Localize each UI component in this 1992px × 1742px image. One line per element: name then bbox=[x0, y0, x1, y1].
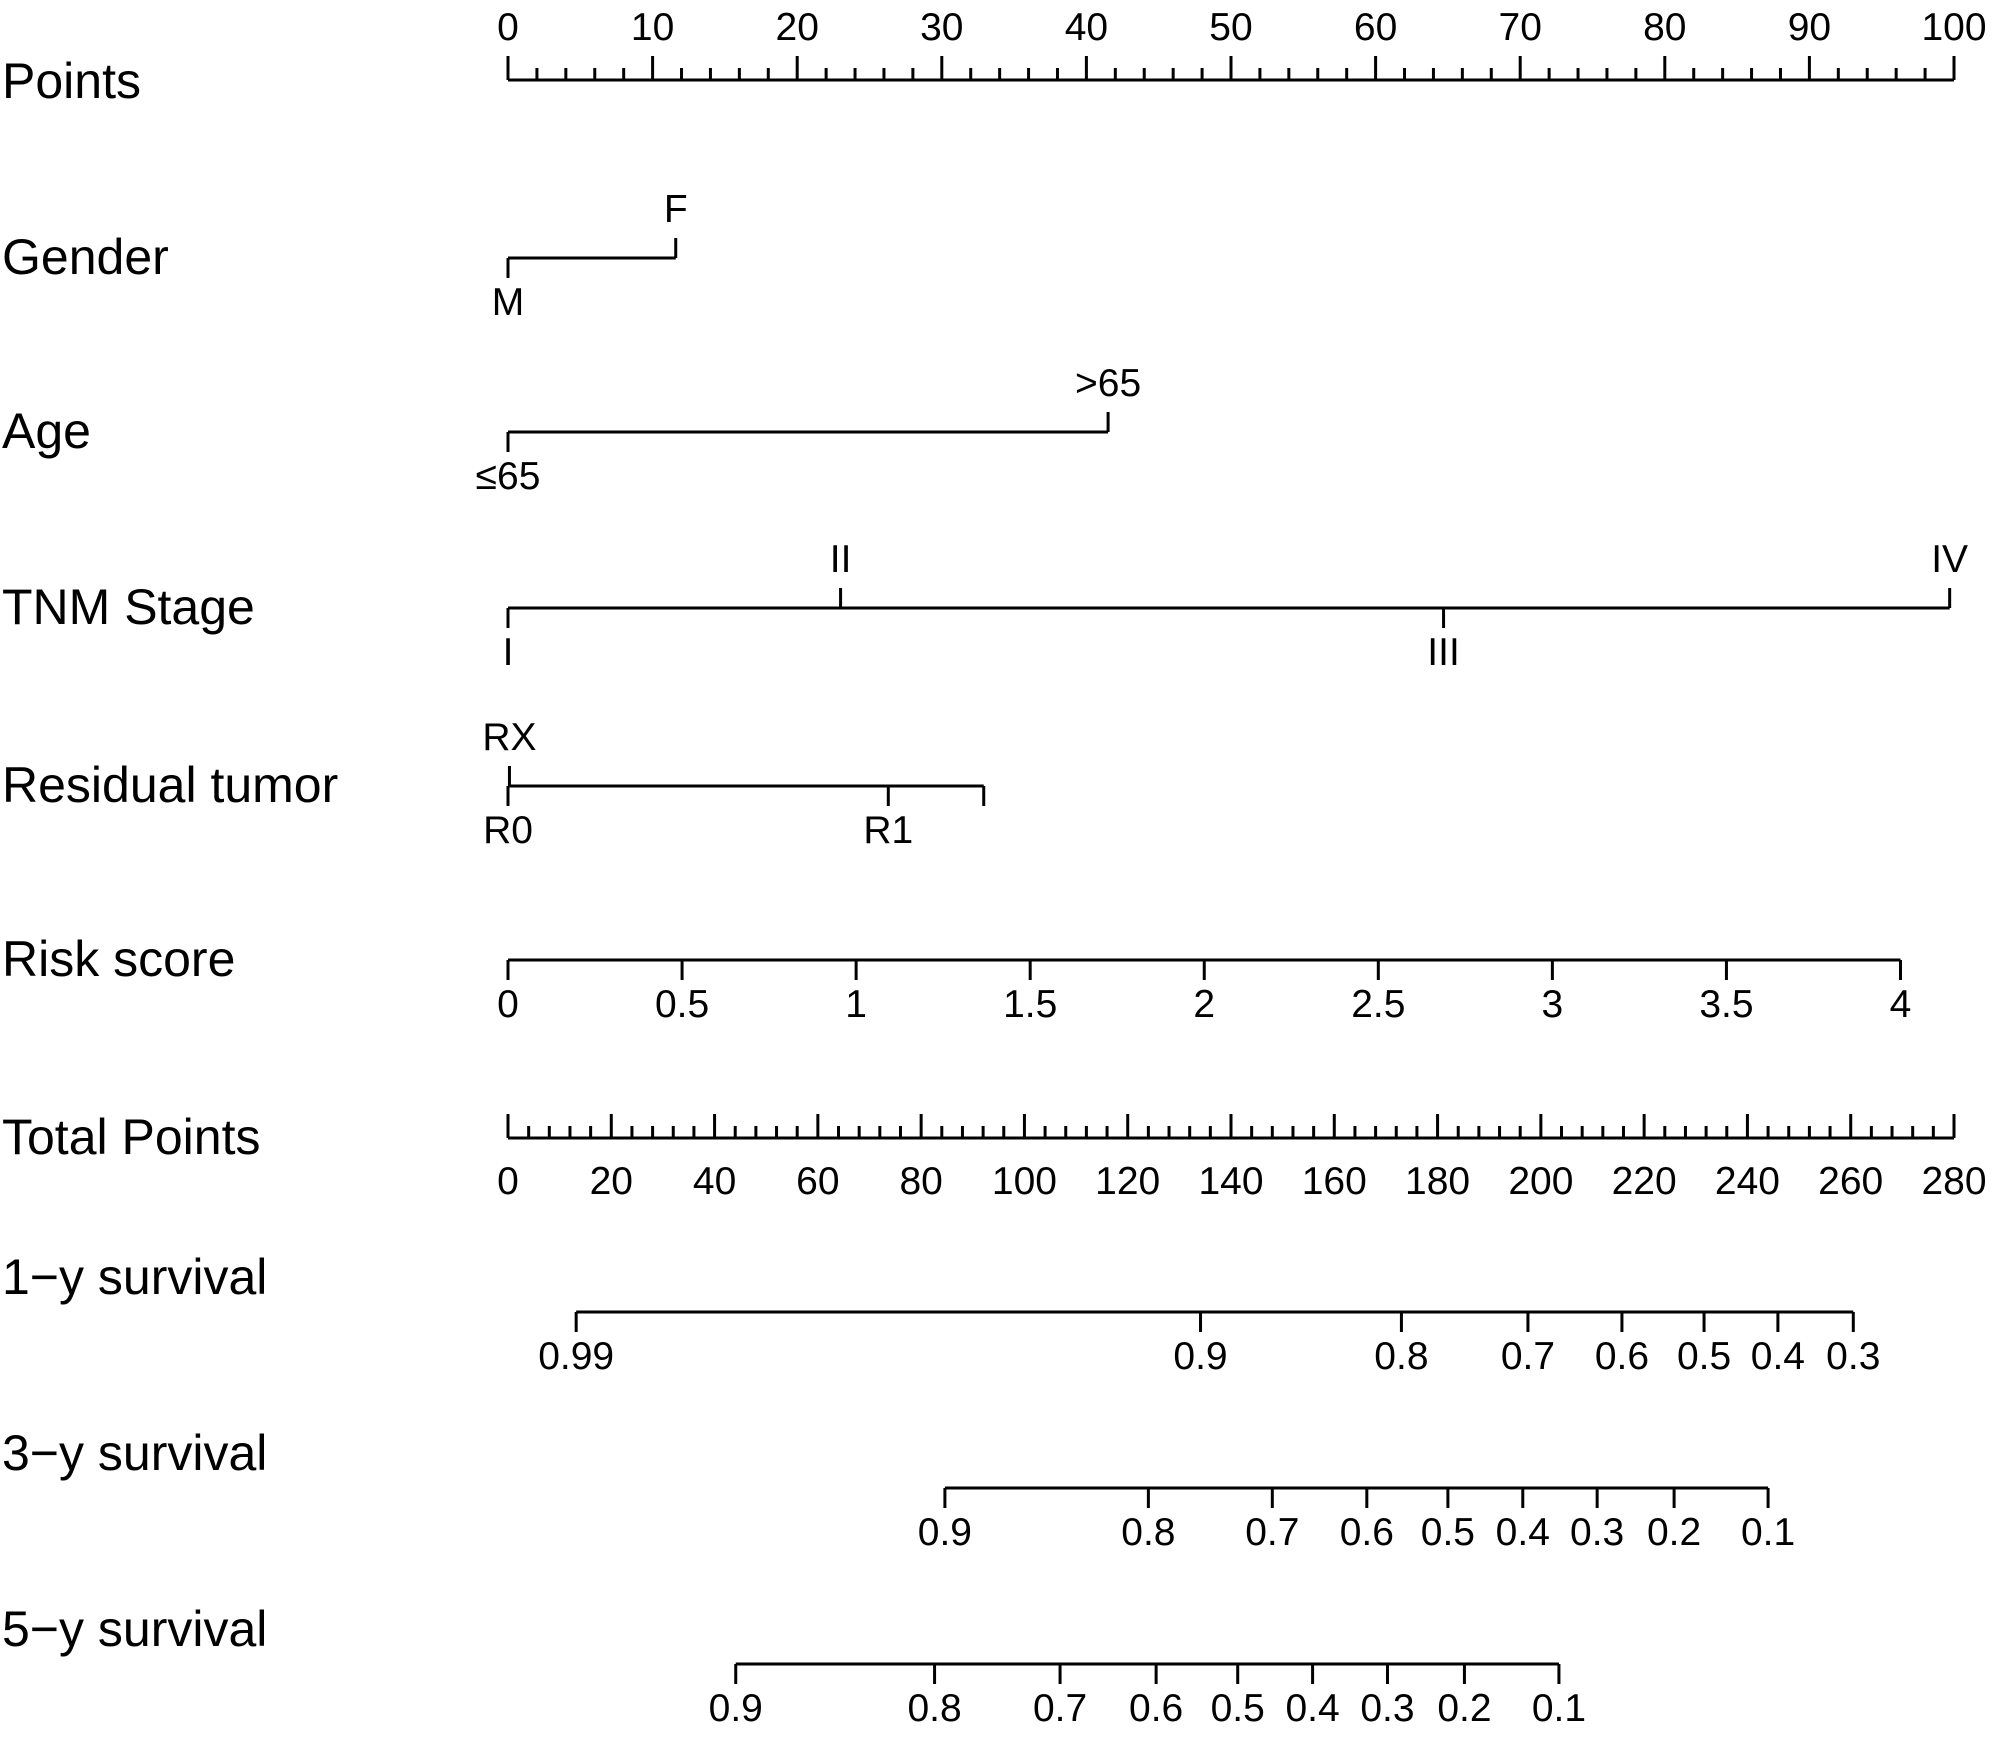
level-label: F bbox=[664, 188, 688, 231]
points-tick-label: 30 bbox=[920, 6, 963, 49]
points-tick-label: 100 bbox=[1921, 6, 1986, 49]
points-tick-label: 60 bbox=[1354, 6, 1397, 49]
survival-tick-label: 0.2 bbox=[1647, 1511, 1701, 1554]
survival-tick-label: 0.9 bbox=[1173, 1335, 1227, 1378]
level-label: >65 bbox=[1075, 362, 1141, 405]
survival-tick-label: 0.6 bbox=[1595, 1335, 1649, 1378]
risk-tick-label: 1.5 bbox=[1003, 983, 1057, 1026]
row-label: Total Points bbox=[2, 1109, 260, 1165]
points-tick-label: 40 bbox=[1065, 6, 1108, 49]
survival-tick-label: 0.7 bbox=[1501, 1335, 1555, 1378]
total-tick-label: 80 bbox=[899, 1160, 942, 1203]
survival-tick-label: 0.99 bbox=[538, 1335, 614, 1378]
survival-tick-label: 0.3 bbox=[1360, 1687, 1414, 1730]
points-tick-label: 90 bbox=[1788, 6, 1831, 49]
survival-tick-label: 0.4 bbox=[1285, 1687, 1339, 1730]
row-label: Gender bbox=[2, 229, 169, 285]
survival-tick-label: 0.6 bbox=[1129, 1687, 1183, 1730]
survival-tick-label: 0.1 bbox=[1741, 1511, 1795, 1554]
level-label: IV bbox=[1931, 538, 1968, 581]
total-tick-label: 280 bbox=[1921, 1160, 1986, 1203]
survival-tick-label: 0.9 bbox=[709, 1687, 763, 1730]
row-label: Risk score bbox=[2, 931, 235, 987]
points-tick-label: 0 bbox=[497, 6, 519, 49]
row-label: 1−y survival bbox=[2, 1249, 267, 1305]
risk-tick-label: 2.5 bbox=[1351, 983, 1405, 1026]
risk-tick-label: 0 bbox=[497, 983, 519, 1026]
survival-tick-label: 0.5 bbox=[1211, 1687, 1265, 1730]
risk-tick-label: 1 bbox=[845, 983, 867, 1026]
survival-tick-label: 0.3 bbox=[1826, 1335, 1880, 1378]
points-tick-label: 50 bbox=[1209, 6, 1252, 49]
row-label: Residual tumor bbox=[2, 757, 338, 813]
survival-tick-label: 0.5 bbox=[1421, 1511, 1475, 1554]
level-label: M bbox=[492, 281, 525, 324]
survival-tick-label: 0.1 bbox=[1532, 1687, 1586, 1730]
level-label: II bbox=[830, 538, 852, 581]
total-tick-label: 100 bbox=[992, 1160, 1057, 1203]
risk-tick-label: 2 bbox=[1193, 983, 1215, 1026]
total-tick-label: 180 bbox=[1405, 1160, 1470, 1203]
row-label: Points bbox=[2, 53, 141, 109]
risk-tick-label: 0.5 bbox=[655, 983, 709, 1026]
survival-tick-label: 0.8 bbox=[1374, 1335, 1428, 1378]
survival-tick-label: 0.7 bbox=[1245, 1511, 1299, 1554]
level-label: RX bbox=[482, 716, 536, 759]
survival-tick-label: 0.5 bbox=[1677, 1335, 1731, 1378]
total-tick-label: 260 bbox=[1818, 1160, 1883, 1203]
survival-tick-label: 0.8 bbox=[907, 1687, 961, 1730]
level-label: R0 bbox=[483, 809, 533, 852]
total-tick-label: 220 bbox=[1612, 1160, 1677, 1203]
total-tick-label: 0 bbox=[497, 1160, 519, 1203]
survival-tick-label: 0.2 bbox=[1437, 1687, 1491, 1730]
total-tick-label: 200 bbox=[1508, 1160, 1573, 1203]
total-tick-label: 140 bbox=[1198, 1160, 1263, 1203]
survival-tick-label: 0.6 bbox=[1340, 1511, 1394, 1554]
row-label: 5−y survival bbox=[2, 1601, 267, 1657]
total-tick-label: 120 bbox=[1095, 1160, 1160, 1203]
total-tick-label: 240 bbox=[1715, 1160, 1780, 1203]
total-tick-label: 40 bbox=[693, 1160, 736, 1203]
risk-tick-label: 3.5 bbox=[1699, 983, 1753, 1026]
survival-tick-label: 0.4 bbox=[1751, 1335, 1805, 1378]
survival-tick-label: 0.8 bbox=[1121, 1511, 1175, 1554]
total-tick-label: 20 bbox=[590, 1160, 633, 1203]
risk-tick-label: 4 bbox=[1890, 983, 1912, 1026]
survival-tick-label: 0.9 bbox=[918, 1511, 972, 1554]
total-tick-label: 160 bbox=[1302, 1160, 1367, 1203]
points-tick-label: 10 bbox=[631, 6, 674, 49]
total-tick-label: 60 bbox=[796, 1160, 839, 1203]
survival-tick-label: 0.4 bbox=[1496, 1511, 1550, 1554]
points-tick-label: 80 bbox=[1643, 6, 1686, 49]
survival-tick-label: 0.3 bbox=[1570, 1511, 1624, 1554]
points-tick-label: 20 bbox=[776, 6, 819, 49]
survival-tick-label: 0.7 bbox=[1033, 1687, 1087, 1730]
level-label: III bbox=[1427, 631, 1460, 674]
row-label: 3−y survival bbox=[2, 1425, 267, 1481]
row-label: Age bbox=[2, 403, 91, 459]
points-tick-label: 70 bbox=[1499, 6, 1542, 49]
level-label: R1 bbox=[863, 809, 913, 852]
level-label: I bbox=[503, 631, 514, 674]
level-label: ≤65 bbox=[476, 455, 541, 498]
row-label: TNM Stage bbox=[2, 579, 255, 635]
risk-tick-label: 3 bbox=[1542, 983, 1564, 1026]
